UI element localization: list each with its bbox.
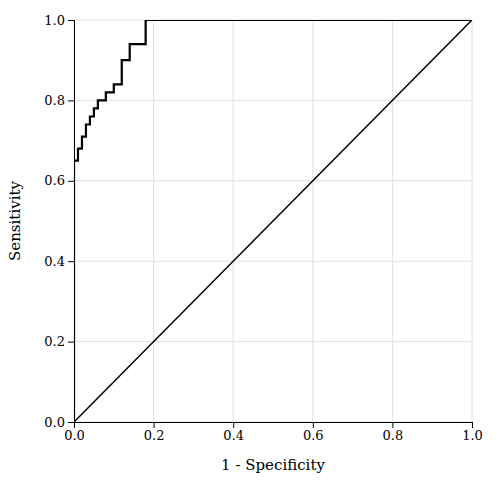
grid-line-x (233, 20, 234, 422)
tick: 1.0 (44, 13, 74, 28)
grid-line-x (312, 20, 313, 422)
tick-mark (68, 422, 74, 423)
tick-label: 0.6 (303, 428, 324, 443)
tick-label: 0.0 (44, 415, 65, 430)
tick: 0.0 (44, 415, 74, 430)
tick-label: 0.2 (44, 334, 65, 349)
series-group (74, 20, 472, 422)
tick: 0.2 (144, 422, 165, 443)
tick-mark (68, 342, 74, 343)
tick: 0.8 (383, 422, 404, 443)
tick-label: 0.8 (44, 93, 65, 108)
grid-line-y (74, 100, 472, 101)
grid (74, 20, 472, 422)
tick-mark (392, 422, 393, 428)
y-axis-line (68, 21, 75, 423)
tick: 0.2 (44, 334, 74, 349)
grid-line-y (74, 261, 472, 262)
tick-mark (154, 422, 155, 428)
tick-label: 1.0 (462, 428, 483, 443)
tick-label: 1.0 (44, 13, 65, 28)
tick-mark (68, 100, 74, 101)
grid-line-x (392, 20, 393, 422)
tick-label: 0.6 (44, 173, 65, 188)
grid-line-y (74, 180, 472, 181)
tick: 0.6 (303, 422, 324, 443)
tick: 0.8 (44, 93, 74, 108)
tick-mark (233, 422, 234, 428)
tick-label: 0.4 (44, 254, 65, 269)
tick-mark (313, 422, 314, 428)
x-axis-line (75, 423, 473, 429)
tick: 0.4 (223, 422, 244, 443)
grid-line-x (472, 20, 473, 422)
tick-mark (68, 261, 74, 262)
tick-label: 0.0 (64, 428, 85, 443)
chart: 0.0 0.2 0.4 0.6 0.8 1.0 0.0 0.2 0.4 0.6 0.8 1.0 1 - … (0, 0, 500, 484)
tick: 0.4 (44, 254, 74, 269)
series-line (74, 20, 472, 422)
tick-label: 0.8 (383, 428, 404, 443)
plot: 0.0 0.2 0.4 0.6 0.8 1.0 0.0 0.2 0.4 0.6 0.8 1.0 (44, 13, 483, 444)
y-axis-title: Sensitivity (6, 181, 24, 261)
x-axis-title: 1 - Specificity (221, 456, 325, 474)
tick: 1.0 (462, 422, 483, 443)
grid-line-x (153, 20, 154, 422)
tick-mark (68, 181, 74, 182)
tick-mark (68, 20, 74, 21)
tick: 0.6 (44, 173, 74, 188)
tick-label: 0.2 (144, 428, 165, 443)
y-axis: 0.0 0.2 0.4 0.6 0.8 1.0 (44, 13, 74, 430)
series-line (74, 20, 472, 422)
tick: 0.0 (64, 422, 85, 443)
tick-label: 0.4 (223, 428, 244, 443)
tick-mark (472, 422, 473, 428)
grid-line-y (74, 341, 472, 342)
x-axis: 0.0 0.2 0.4 0.6 0.8 1.0 (64, 422, 483, 443)
